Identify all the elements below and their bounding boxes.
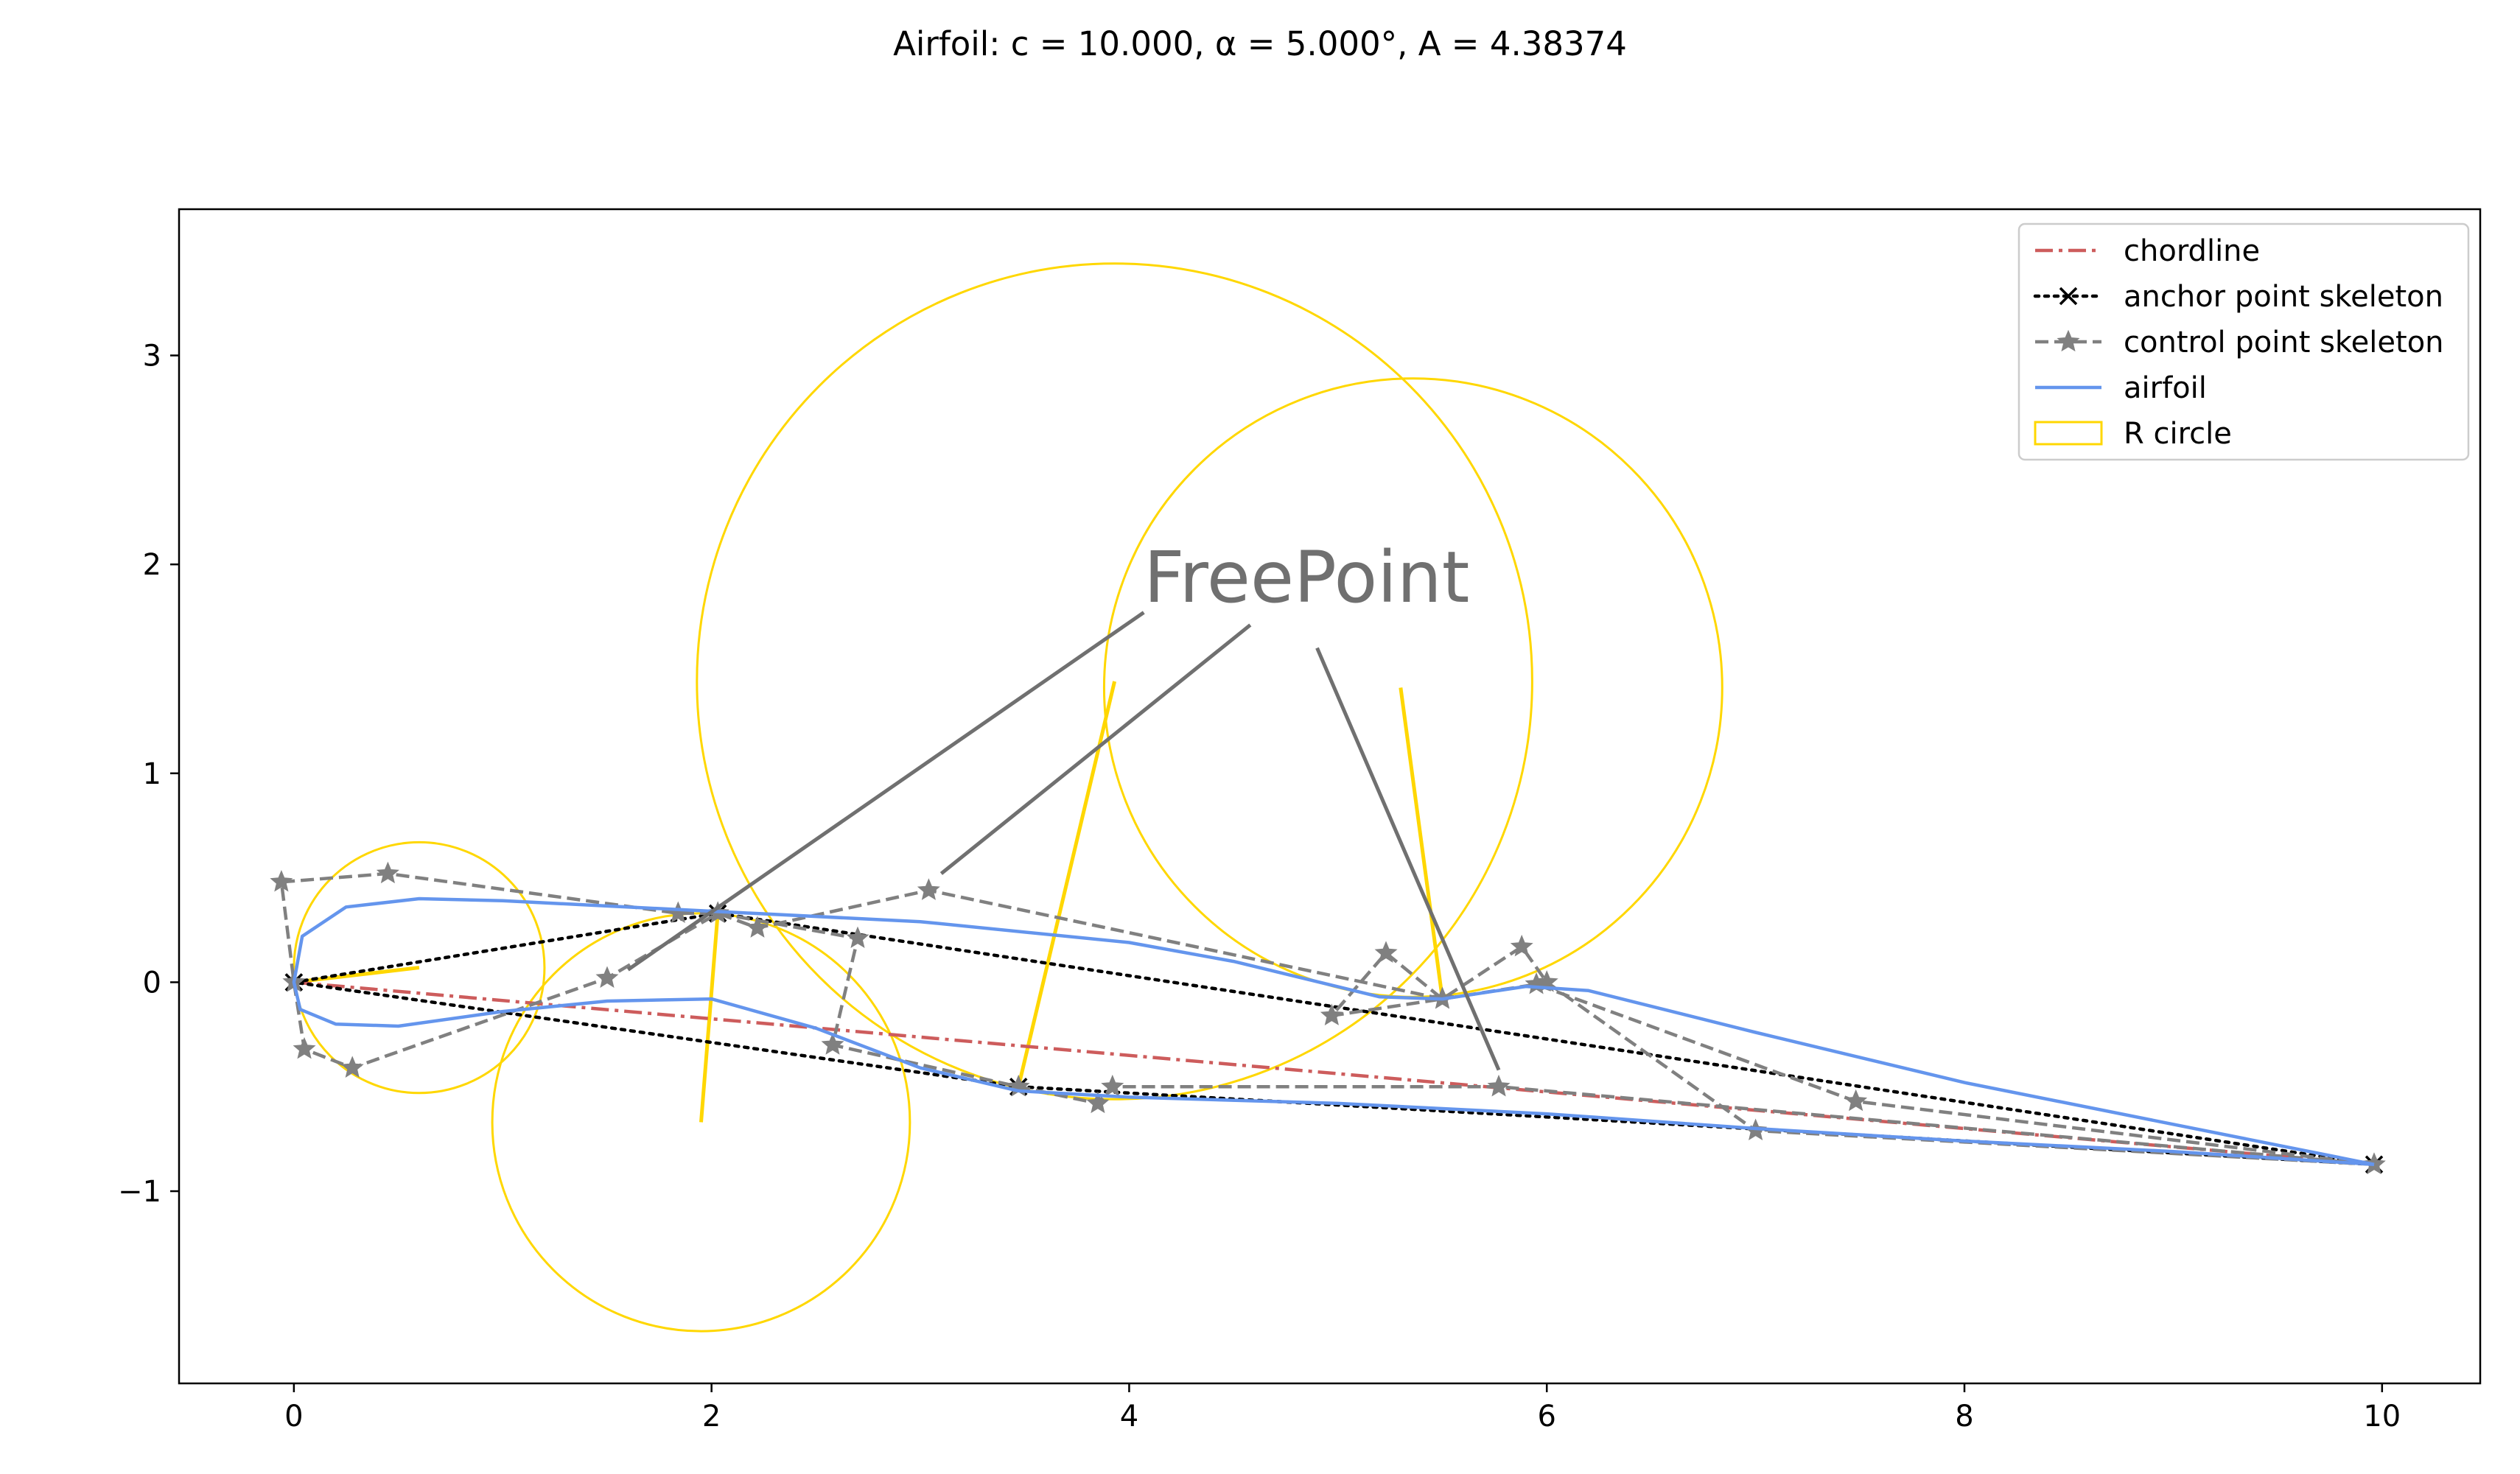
r-circle — [696, 262, 1533, 1101]
r-line — [1016, 681, 1117, 1087]
legend-swatch — [2034, 421, 2103, 446]
r-line — [1399, 687, 1445, 1000]
annotation-label: FreePoint — [1144, 536, 1469, 619]
control-point — [821, 1033, 844, 1055]
legend-entry-airfoil: airfoil — [2035, 371, 2207, 405]
x-tick-label: 0 — [284, 1400, 303, 1433]
legend-entry-rcircle: R circle — [2034, 417, 2232, 451]
control-point — [293, 1036, 316, 1059]
annotation: FreePoint — [626, 536, 1501, 1071]
x-tick-label: 8 — [1955, 1400, 1973, 1433]
y-axis: −1 0 1 2 3 — [118, 340, 179, 1209]
plot-area: FreePoint 0 2 4 6 8 10 −1 0 1 2 3 — [118, 208, 2482, 1433]
control-point — [1101, 1074, 1124, 1097]
control-point — [340, 1056, 364, 1078]
legend-label: anchor point skeleton — [2124, 280, 2443, 314]
x-axis: 0 2 4 6 8 10 — [284, 1383, 2401, 1433]
airfoil-line — [292, 896, 2375, 1167]
annotation-arrow — [626, 611, 1145, 972]
control-point — [846, 926, 869, 949]
chart-title: Airfoil: c = 10.000, α = 5.000°, A = 4.3… — [893, 24, 1627, 63]
legend-entry-anchor: anchor point skeleton — [2033, 280, 2443, 314]
y-tick-label: 1 — [143, 757, 161, 791]
control-point — [1487, 1074, 1511, 1097]
control-point — [1320, 1003, 1343, 1025]
annotation-arrow — [1315, 647, 1501, 1071]
y-tick-label: 2 — [143, 548, 161, 582]
control-point — [917, 878, 940, 900]
r-circle — [293, 840, 546, 1095]
control-point — [746, 916, 769, 938]
control-point — [270, 869, 293, 892]
legend-entry-chordline: chordline — [2035, 234, 2260, 268]
plot-frame — [178, 208, 2482, 1385]
control-point — [595, 966, 619, 988]
control-point — [376, 861, 399, 884]
control-point — [1374, 941, 1398, 963]
r-circle — [1102, 377, 1723, 998]
legend-marker — [2059, 287, 2078, 306]
legend-frame — [2017, 222, 2470, 461]
y-tick-label: 3 — [143, 340, 161, 373]
y-tick-label: 0 — [143, 966, 161, 1000]
x-tick-label: 10 — [2363, 1400, 2401, 1433]
legend-label: R circle — [2124, 417, 2232, 451]
control-line — [1327, 944, 2375, 1167]
legend-label: chordline — [2124, 234, 2260, 268]
x-tick-label: 2 — [702, 1400, 721, 1433]
anchor-line — [292, 911, 2375, 1167]
r-line — [699, 913, 720, 1123]
legend-entry-control: control point skeleton — [2035, 326, 2444, 359]
y-tick-label: −1 — [118, 1175, 161, 1209]
r-circles — [293, 262, 1723, 1333]
legend-marker — [2057, 329, 2080, 352]
control-point — [1844, 1089, 1868, 1112]
control-point — [1510, 934, 1533, 957]
legend-label: airfoil — [2124, 371, 2207, 405]
series-layer — [270, 861, 2386, 1174]
annotation-arrow — [939, 623, 1252, 875]
x-tick-label: 4 — [1120, 1400, 1138, 1433]
x-tick-label: 6 — [1538, 1400, 1556, 1433]
legend-label: control point skeleton — [2124, 326, 2444, 359]
legend: chordline anchor point skeleton control po… — [2017, 222, 2470, 461]
control-point — [1086, 1091, 1110, 1114]
